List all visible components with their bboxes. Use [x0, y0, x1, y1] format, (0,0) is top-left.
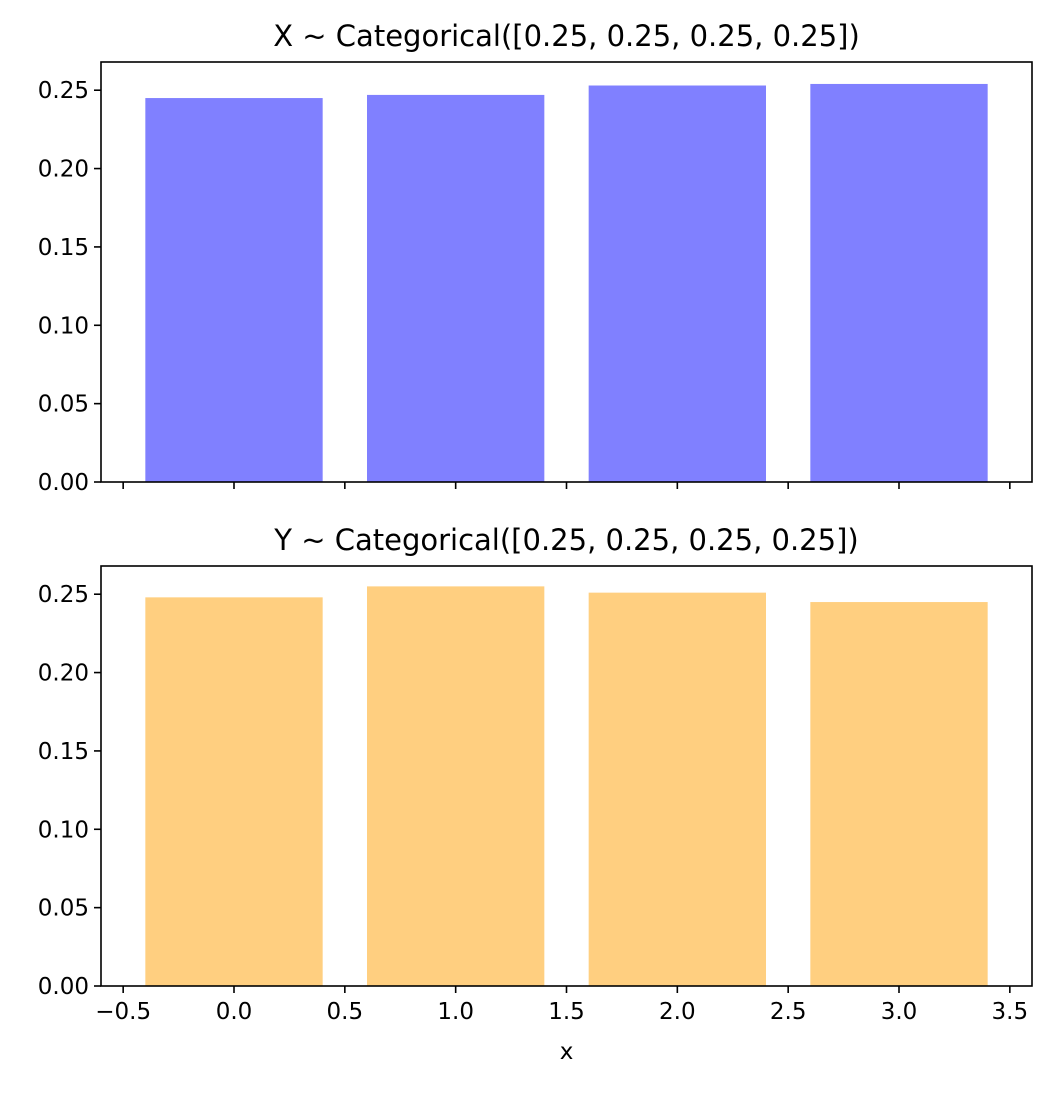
bar [810, 83, 988, 482]
y-tick-label: 0.25 [38, 78, 89, 104]
y-tick-label: 0.20 [38, 157, 89, 183]
y-tick-label: 0.20 [38, 661, 89, 687]
x-tick-label: 2.0 [659, 999, 696, 1025]
x-tick-label: 0.0 [216, 999, 253, 1025]
bar [810, 602, 988, 986]
y-tick-label: 0.15 [38, 739, 89, 765]
x-tick-label: 1.0 [437, 999, 474, 1025]
x-tick-label: 2.5 [770, 999, 807, 1025]
subplot-2: 0.00 0.05 0.10 0.15 0.20 0.25 −0.5 0.0 0.5 1.0 1.5… [38, 523, 1033, 1065]
bar [367, 586, 545, 986]
y-tick-label: 0.00 [38, 974, 89, 1000]
bar [145, 597, 323, 986]
y-tick-label: 0.05 [38, 896, 89, 922]
x-tick-label: −0.5 [95, 999, 151, 1025]
y-tick-label: 0.10 [38, 313, 89, 339]
y-tick-label: 0.15 [38, 235, 89, 261]
chart-title: Y ~ Categorical([0.25, 0.25, 0.25, 0.25]… [273, 523, 858, 557]
y-tick-label: 0.00 [38, 470, 89, 496]
x-tick-label: 3.0 [881, 999, 918, 1025]
bar [588, 592, 766, 986]
bar [588, 85, 766, 483]
chart-title: X ~ Categorical([0.25, 0.25, 0.25, 0.25]… [273, 19, 860, 53]
bar [145, 98, 323, 483]
y-tick-label: 0.10 [38, 817, 89, 843]
x-tick-label: 3.5 [992, 999, 1029, 1025]
subplot-1: 0.00 0.05 0.10 0.15 0.20 0.25 X ~ Categorical(… [38, 19, 1033, 496]
y-tick-label: 0.05 [38, 392, 89, 418]
x-tick-label: 1.5 [548, 999, 585, 1025]
x-tick-label: 0.5 [327, 999, 364, 1025]
bar [367, 94, 545, 482]
x-axis-label: x [560, 1039, 574, 1065]
y-tick-label: 0.25 [38, 582, 89, 608]
